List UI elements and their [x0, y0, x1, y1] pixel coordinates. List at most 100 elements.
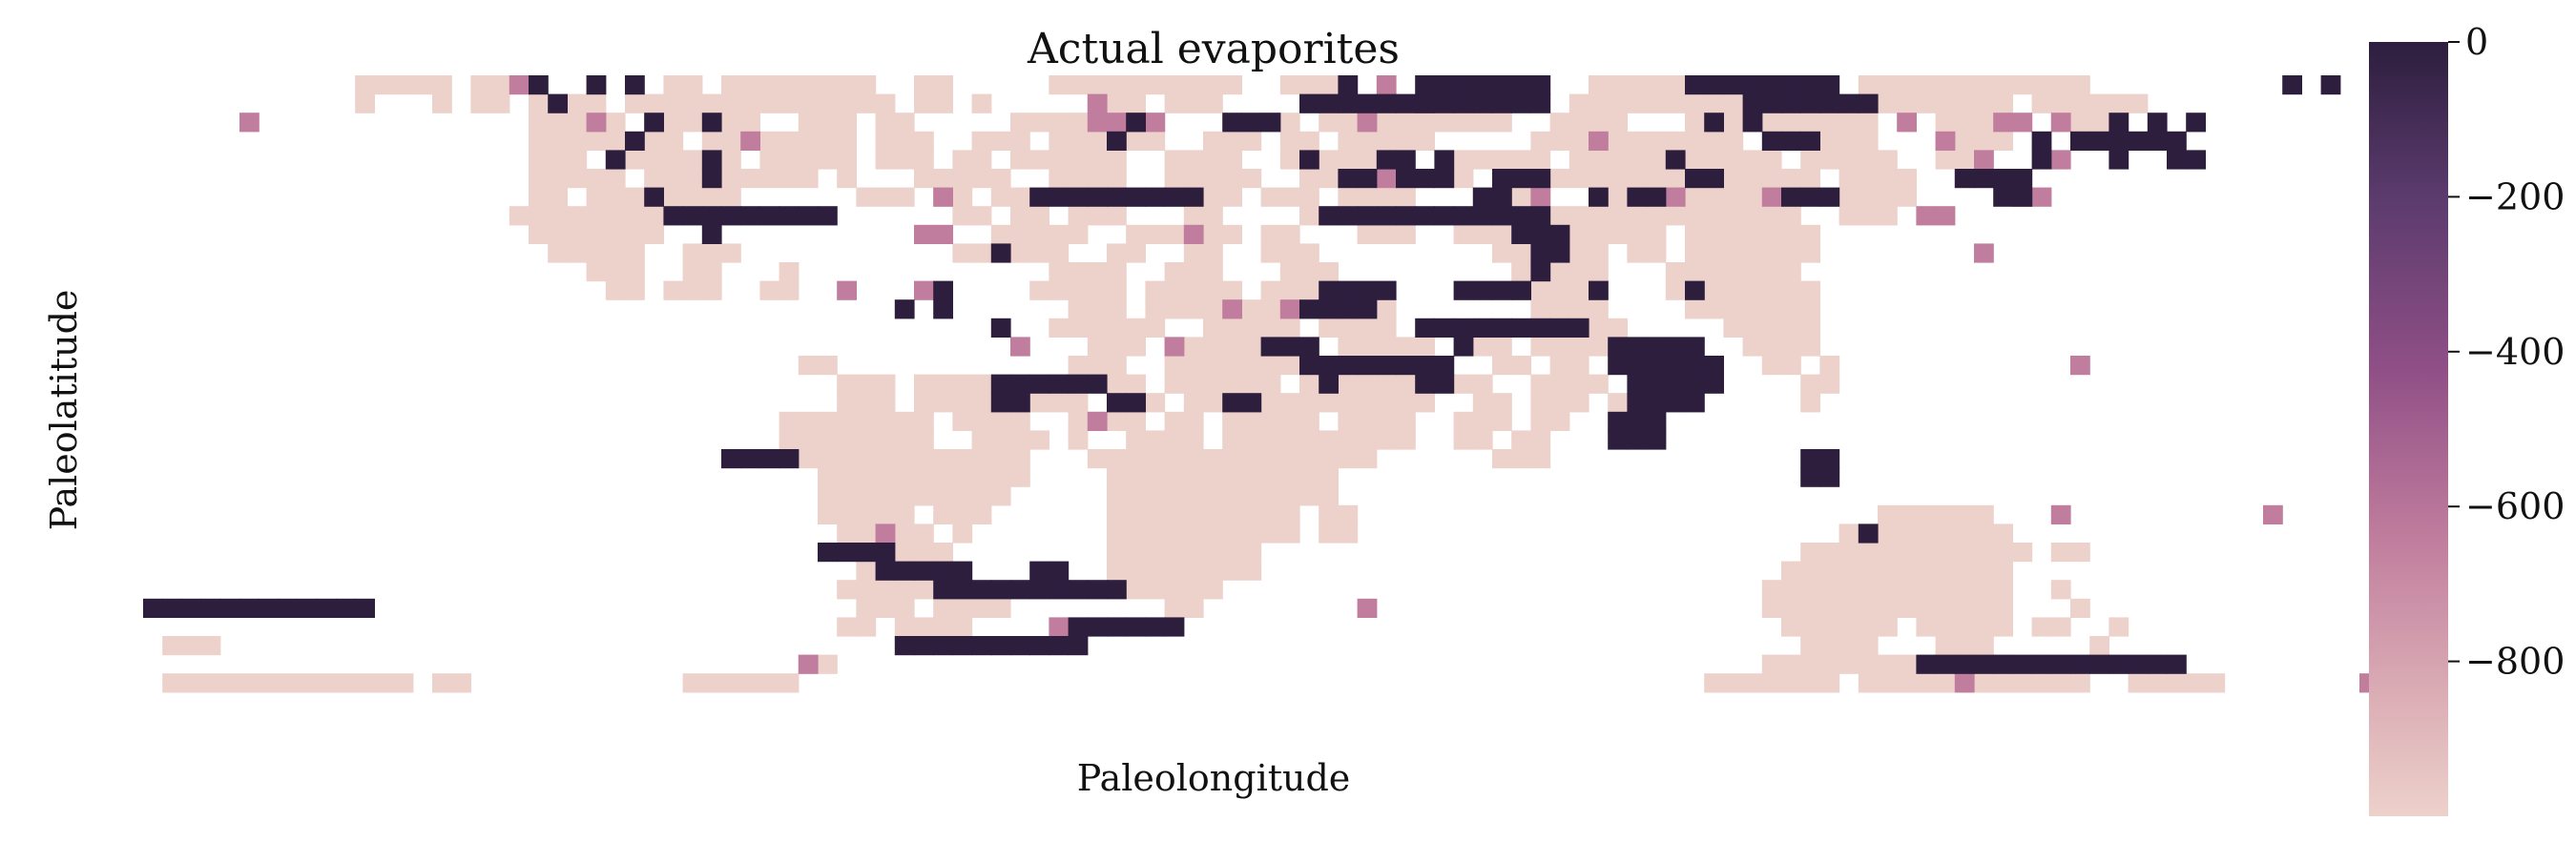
- heatmap-cell-evaporite: [701, 169, 722, 189]
- heatmap-cell-land: [2050, 543, 2071, 563]
- heatmap-cell-land: [1627, 224, 1648, 244]
- heatmap-cell-evaporite: [2282, 75, 2302, 95]
- heatmap-cell-evaporite: [1029, 561, 1049, 581]
- heatmap-cell-land: [1164, 374, 1185, 394]
- heatmap-cell-land: [856, 93, 877, 113]
- heatmap-cell-land: [1685, 224, 1705, 244]
- heatmap-cell-evaporite: [2167, 150, 2187, 170]
- heatmap-cell-land: [2128, 673, 2149, 693]
- heatmap-cell-evaporite: [1800, 93, 1820, 113]
- heatmap-cell-land: [1049, 131, 1070, 151]
- heatmap-cell-evaporite: [1761, 93, 1782, 113]
- heatmap-cell-evaporite: [1742, 75, 1763, 95]
- heatmap-cell-evaporite: [1145, 617, 1166, 637]
- heatmap-cell-land: [1646, 224, 1667, 244]
- heatmap-cell-land: [856, 561, 877, 581]
- heatmap-cell-evaporite: [1299, 356, 1319, 376]
- heatmap-cell-land: [1241, 411, 1262, 431]
- heatmap-cell-evaporite: [1646, 356, 1667, 376]
- heatmap-cell-land: [1222, 337, 1242, 357]
- heatmap-cell-land: [529, 93, 549, 113]
- heatmap-cell-land: [1068, 262, 1089, 282]
- colorbar-tick-label: −800: [2465, 641, 2565, 683]
- heatmap-cell-land: [1453, 411, 1474, 431]
- heatmap-cell-evaporite: [1608, 430, 1628, 450]
- heatmap-cell-evaporite: [239, 598, 260, 618]
- heatmap-cell-evaporite: [2109, 113, 2129, 133]
- heatmap-cell-land: [625, 187, 645, 207]
- heatmap-cell-land: [1107, 523, 1127, 544]
- heatmap-cell-land: [1897, 598, 1917, 618]
- heatmap-cell-land: [1279, 411, 1300, 431]
- heatmap-cell-land: [1954, 150, 1975, 170]
- heatmap-cell-land: [1897, 93, 1917, 113]
- heatmap-cell-land: [798, 169, 819, 189]
- heatmap-cell-land: [914, 449, 934, 469]
- heatmap-cell-land: [1279, 449, 1300, 469]
- heatmap-cell-evaporite: [1472, 318, 1493, 338]
- heatmap-cell-land: [1319, 504, 1339, 524]
- heatmap-cell-land: [1222, 169, 1242, 189]
- heatmap-cell-evaporite: [1260, 337, 1281, 357]
- heatmap-cell-evaporite: [1453, 206, 1474, 226]
- heatmap-cell-land: [1107, 169, 1127, 189]
- heatmap-cell-land: [1761, 262, 1782, 282]
- heatmap-cell-land: [1164, 430, 1185, 450]
- heatmap-cell-evaporite: [625, 75, 645, 95]
- heatmap-cell-land: [1068, 318, 1089, 338]
- heatmap-cell-land: [1029, 430, 1049, 450]
- heatmap-cell-land: [914, 580, 934, 600]
- heatmap-cell-land: [1993, 75, 2013, 95]
- heatmap-cell-evaporite: [1819, 187, 1840, 207]
- heatmap-cell-evaporite: [1376, 150, 1397, 170]
- heatmap-cell-land: [1357, 224, 1378, 244]
- heatmap-cell-evaporite: [2012, 169, 2033, 189]
- heatmap-cell-land: [1415, 337, 1435, 357]
- heatmap-cell-land: [1472, 337, 1493, 357]
- heatmap-cell-land: [1164, 262, 1185, 282]
- heatmap-cell-land: [644, 224, 664, 244]
- heatmap-cell-land: [1299, 486, 1319, 506]
- heatmap-cell-land: [1319, 262, 1339, 282]
- heatmap-cell-land: [1589, 169, 1609, 189]
- heatmap-cell-evaporite: [1646, 187, 1667, 207]
- heatmap-cell-moderate: [586, 113, 607, 133]
- heatmap-cell-land: [1549, 374, 1570, 394]
- heatmap-cell-evaporite: [1646, 374, 1667, 394]
- heatmap-cell-land: [1183, 504, 1204, 524]
- heatmap-cell-land: [567, 93, 588, 113]
- heatmap-cell-land: [1260, 299, 1281, 319]
- heatmap-cell-evaporite: [1492, 318, 1512, 338]
- heatmap-cell-land: [586, 243, 607, 263]
- heatmap-cell-land: [1993, 673, 2013, 693]
- heatmap-cell-land: [1145, 430, 1166, 450]
- heatmap-cell-land: [971, 411, 992, 431]
- heatmap-cell-evaporite: [1319, 356, 1339, 376]
- heatmap-cell-land: [1049, 318, 1070, 338]
- heatmap-cell-evaporite: [1685, 337, 1705, 357]
- heatmap-cell-land: [1589, 262, 1609, 282]
- heatmap-cell-land: [1704, 206, 1724, 226]
- heatmap-cell-land: [1954, 543, 1975, 563]
- heatmap-cell-land: [1608, 224, 1628, 244]
- heatmap-cell-moderate: [1935, 131, 1956, 151]
- heatmap-cell-land: [798, 93, 819, 113]
- heatmap-cell-evaporite: [1627, 411, 1648, 431]
- heatmap-cell-land: [1685, 113, 1705, 133]
- heatmap-cell-land: [625, 280, 645, 300]
- heatmap-cell-land: [894, 504, 915, 524]
- heatmap-cell-evaporite: [1357, 280, 1378, 300]
- heatmap-cell-land: [914, 486, 934, 506]
- heatmap-cell-land: [1646, 169, 1667, 189]
- heatmap-cell-moderate: [875, 523, 896, 544]
- heatmap-cell-evaporite: [1338, 206, 1359, 226]
- heatmap-cell-land: [1319, 113, 1339, 133]
- heatmap-cell-land: [1974, 113, 1994, 133]
- heatmap-cell-land: [1954, 598, 1975, 618]
- heatmap-cell-land: [875, 150, 896, 170]
- heatmap-cell-land: [1376, 131, 1397, 151]
- heatmap-cell-land: [1935, 598, 1956, 618]
- heatmap-cell-evaporite: [1819, 449, 1840, 469]
- heatmap-cell-land: [1472, 150, 1493, 170]
- heatmap-cell-evaporite: [1107, 580, 1127, 600]
